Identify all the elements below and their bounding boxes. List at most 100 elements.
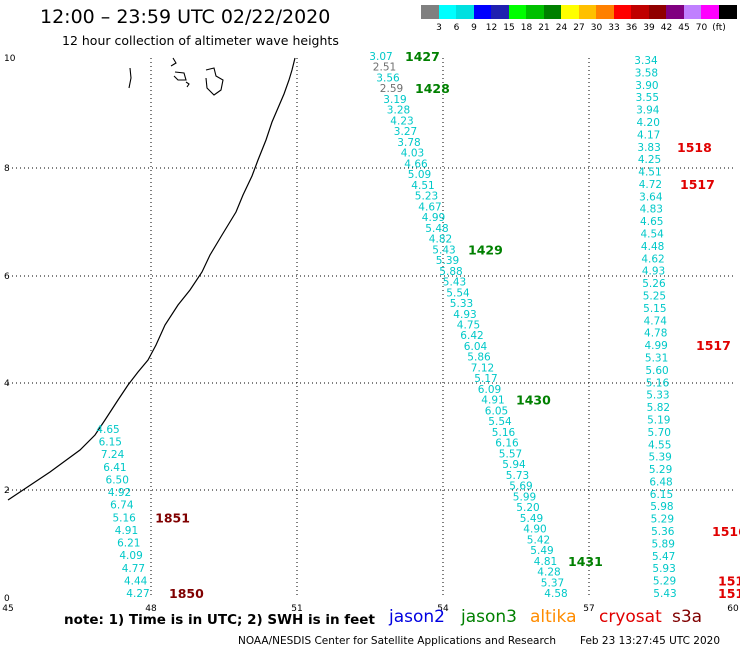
legend-label: 21 bbox=[538, 23, 550, 33]
wave-height-value: 5.29 bbox=[651, 514, 674, 526]
legend-label: 6 bbox=[453, 23, 460, 33]
wave-height-value: 4.67 bbox=[418, 201, 441, 213]
wave-height-value: 4.77 bbox=[122, 563, 145, 575]
wave-height-value: 5.47 bbox=[652, 551, 675, 563]
wave-height-value: 4.93 bbox=[453, 309, 476, 321]
y-tick-label: 10 bbox=[4, 54, 16, 64]
wave-height-value: 6.04 bbox=[464, 341, 488, 353]
pass-time-label: 1427 bbox=[405, 49, 440, 64]
wave-height-value: 3.56 bbox=[376, 72, 400, 84]
x-tick-label: 45 bbox=[2, 604, 13, 614]
wave-height-value: 2.51 bbox=[373, 62, 396, 74]
pass-time-label: 1516 bbox=[712, 524, 740, 539]
satellite-name: s3a bbox=[672, 607, 703, 627]
wave-height-value: 5.20 bbox=[516, 502, 539, 514]
pass-time-label: 1516 bbox=[718, 574, 740, 589]
legend-swatch bbox=[561, 5, 579, 19]
wave-height-value: 5.29 bbox=[653, 576, 676, 588]
wave-height-value: 6.09 bbox=[478, 384, 501, 396]
legend-swatch bbox=[666, 5, 684, 19]
wave-height-value: 3.90 bbox=[635, 80, 658, 92]
legend-swatch bbox=[683, 5, 702, 19]
legend-swatch bbox=[578, 5, 597, 19]
wave-height-value: 3.58 bbox=[635, 67, 658, 79]
legend-swatch bbox=[456, 5, 474, 19]
wave-height-value: 4.91 bbox=[115, 525, 138, 537]
map-subtitle: 12 hour collection of altimeter wave hei… bbox=[62, 33, 339, 48]
wave-height-value: 3.27 bbox=[394, 126, 417, 138]
wave-height-value: 5.09 bbox=[408, 169, 431, 181]
wave-height-value: 3.55 bbox=[636, 92, 659, 104]
x-tick-label: 57 bbox=[583, 604, 594, 614]
wave-height-value: 5.93 bbox=[652, 563, 675, 575]
wave-height-value: 4.51 bbox=[638, 167, 661, 179]
legend-swatch bbox=[596, 5, 614, 19]
wave-height-value: 5.57 bbox=[499, 448, 522, 460]
wave-height-value: 5.70 bbox=[648, 427, 671, 439]
wave-height-value: 4.09 bbox=[119, 550, 142, 562]
pass-time-label: 1429 bbox=[468, 242, 503, 257]
wave-height-value: 5.31 bbox=[645, 352, 668, 364]
wave-height-value: 6.15 bbox=[650, 489, 673, 501]
pass-time-label: 1430 bbox=[516, 393, 551, 408]
wave-height-value: 4.28 bbox=[537, 567, 560, 579]
wave-height-value: 4.23 bbox=[390, 115, 413, 127]
wave-height-value: 5.19 bbox=[647, 414, 670, 426]
wave-height-value: 5.39 bbox=[648, 452, 671, 464]
wave-height-value: 5.86 bbox=[467, 352, 491, 364]
wave-height-value: 5.49 bbox=[520, 513, 543, 525]
wave-height-value: 4.99 bbox=[422, 212, 445, 224]
pass-time-label: 1516 bbox=[718, 586, 740, 601]
wave-height-value: 6.15 bbox=[99, 437, 122, 449]
wave-height-value: 4.27 bbox=[126, 588, 149, 600]
legend-swatch bbox=[421, 5, 439, 19]
wave-height-value: 5.82 bbox=[647, 402, 670, 414]
wave-height-value: 4.66 bbox=[404, 158, 428, 170]
wave-height-value: 3.64 bbox=[639, 191, 663, 203]
legend-swatch bbox=[631, 5, 649, 19]
wave-height-value: 4.55 bbox=[648, 439, 671, 451]
wave-height-value: 5.37 bbox=[541, 577, 564, 589]
wave-height-value: 3.83 bbox=[637, 142, 660, 154]
legend-swatch bbox=[508, 5, 527, 19]
wave-height-value: 5.48 bbox=[425, 223, 448, 235]
wave-height-value: 4.65 bbox=[96, 424, 119, 436]
wave-height-value: 5.29 bbox=[649, 464, 672, 476]
legend-label: 36 bbox=[625, 23, 638, 33]
wave-height-value: 4.90 bbox=[523, 524, 546, 536]
legend-label: 39 bbox=[643, 23, 655, 33]
wave-height-value: 5.98 bbox=[650, 501, 673, 513]
pass-time-label: 1428 bbox=[415, 81, 450, 96]
wave-height-value: 5.54 bbox=[488, 416, 512, 428]
legend-label: 18 bbox=[520, 23, 533, 33]
pass-time-label: 1431 bbox=[568, 554, 603, 569]
wave-height-value: 6.16 bbox=[495, 438, 519, 450]
legend-label: 30 bbox=[590, 23, 603, 33]
wave-height-value: 5.36 bbox=[651, 526, 675, 538]
wave-height-value: 4.62 bbox=[641, 253, 664, 265]
map-title: 12:00 – 23:59 UTC 02/22/2020 bbox=[40, 6, 331, 28]
wave-height-value: 5.23 bbox=[415, 191, 438, 203]
wave-height-value: 5.49 bbox=[530, 545, 553, 557]
y-tick-label: 4 bbox=[4, 379, 10, 389]
wave-height-value: 4.20 bbox=[637, 117, 660, 129]
legend-label: 42 bbox=[660, 23, 673, 33]
legend-label: 27 bbox=[573, 23, 585, 33]
legend-label: 9 bbox=[471, 23, 477, 33]
legend-label: 3 bbox=[436, 23, 442, 33]
wave-height-value: 5.43 bbox=[653, 588, 676, 600]
wave-height-value: 5.17 bbox=[474, 373, 497, 385]
wave-height-value: 4.72 bbox=[639, 179, 662, 191]
legend-label: (ft) bbox=[712, 23, 726, 33]
coastline bbox=[7, 57, 296, 501]
footnote: note: 1) Time is in UTC; 2) SWH is in fe… bbox=[64, 612, 375, 628]
legend-label: 33 bbox=[608, 23, 620, 33]
wave-height-value: 6.21 bbox=[117, 538, 140, 550]
x-tick-label: 51 bbox=[291, 604, 302, 614]
legend-label: 70 bbox=[695, 23, 708, 33]
altimeter-tracks: 3.072.513.562.593.193.284.233.273.784.03… bbox=[96, 49, 740, 601]
wave-height-value: 5.25 bbox=[643, 291, 666, 303]
wave-height-value: 5.33 bbox=[450, 298, 473, 310]
pass-time-label: 1517 bbox=[696, 338, 731, 353]
pass-time-label: 1517 bbox=[680, 177, 715, 192]
